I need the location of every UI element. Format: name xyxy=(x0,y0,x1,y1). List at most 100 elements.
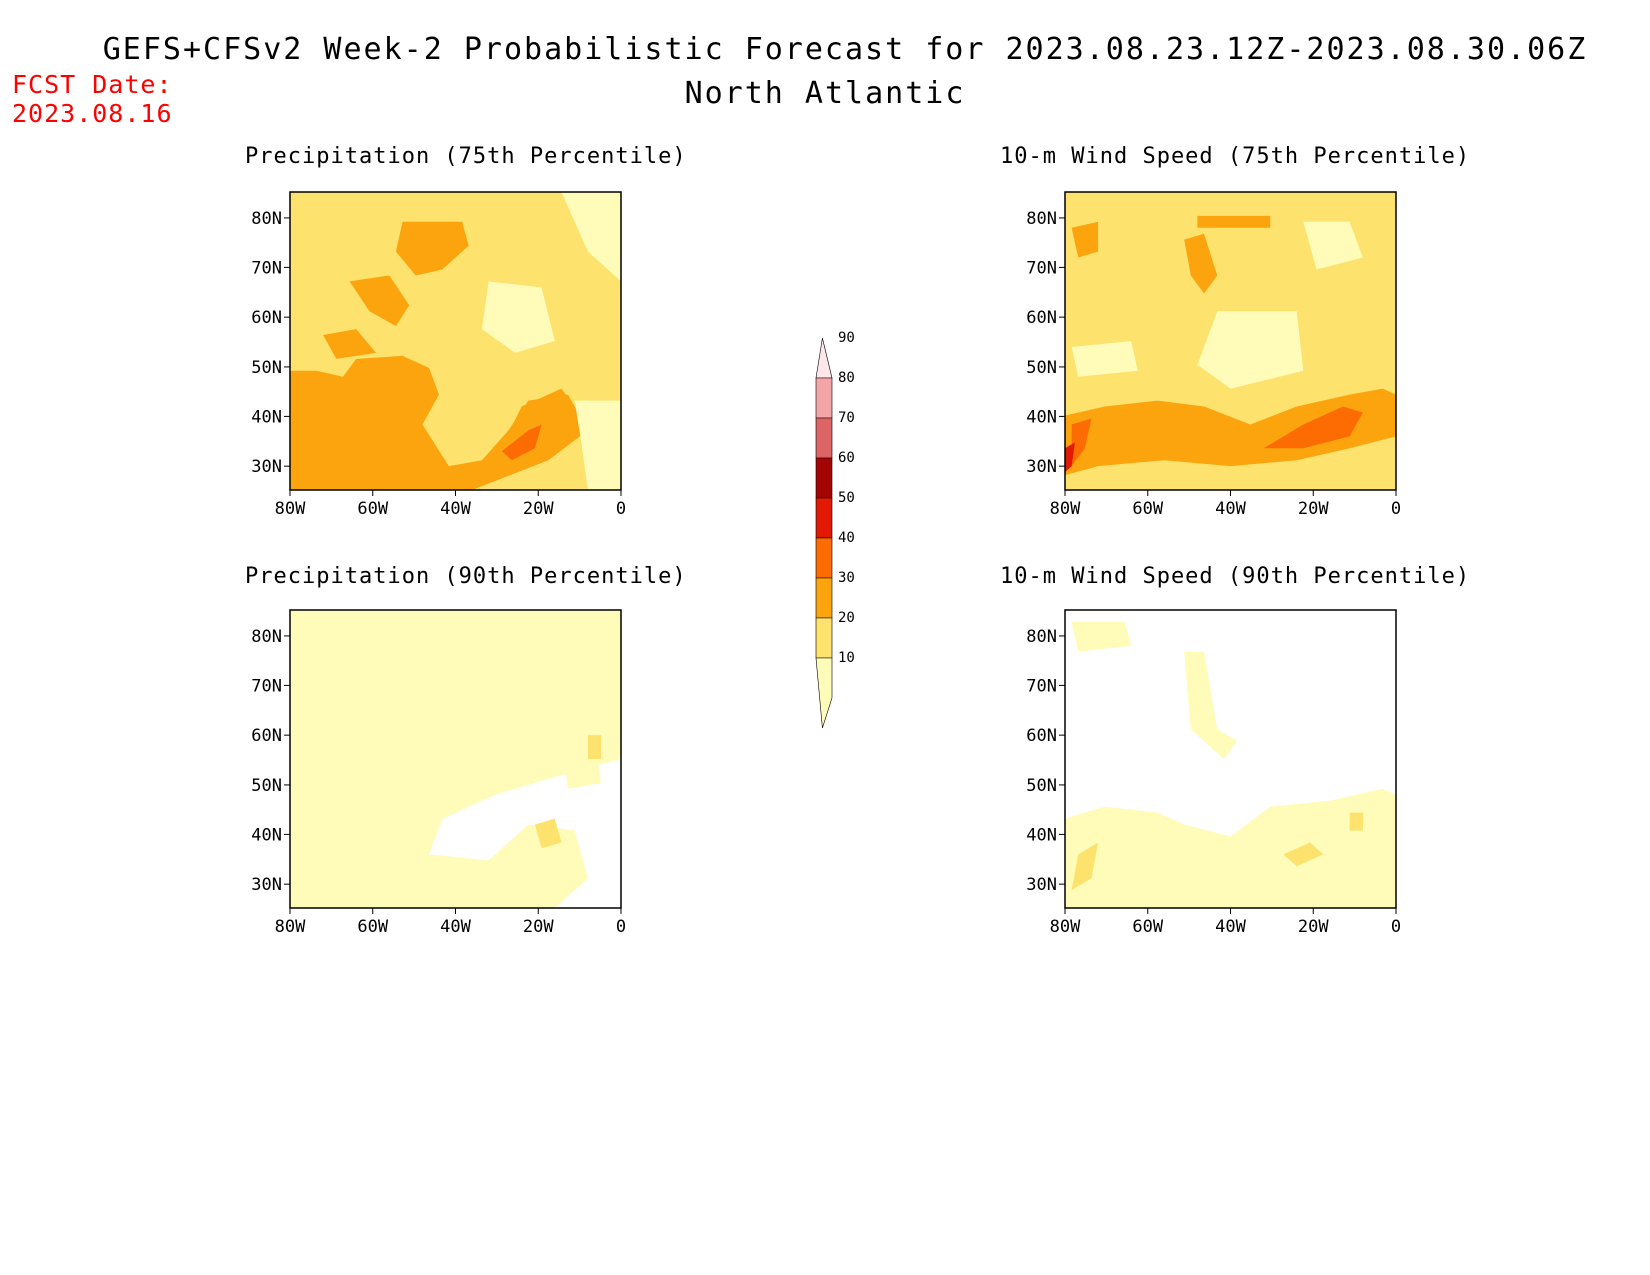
probability-contour xyxy=(574,400,621,490)
colorbar-swatch xyxy=(815,337,833,379)
coastline xyxy=(1065,753,1171,866)
lon-label: 0 xyxy=(1391,917,1401,937)
colorbar-swatch xyxy=(815,377,833,419)
map-panel-wind90: 80N 70N 60N 50N 40N 30N 80W 60W 40W 20W 0 xyxy=(1026,609,1401,937)
coastline xyxy=(555,383,621,490)
lon-label: 40W xyxy=(440,499,471,519)
probability-contour xyxy=(1197,311,1304,389)
main-title: GEFS+CFSv2 Week-2 Probabilistic Forecast… xyxy=(102,32,1588,67)
colorbar-level-label: 40 xyxy=(838,530,855,546)
panel-title-precip90: Precipitation (90th Percentile) xyxy=(245,564,687,589)
panel-title-precip75: Precipitation (75th Percentile) xyxy=(245,144,687,169)
probability-contour xyxy=(1303,221,1363,270)
lat-label: 60N xyxy=(251,308,282,328)
probability-contour xyxy=(1065,388,1396,476)
region-subtitle: North Atlantic xyxy=(684,76,966,111)
probability-contour xyxy=(1065,788,1396,908)
probability-contour xyxy=(1071,418,1092,467)
lat-label: 50N xyxy=(251,776,282,796)
lon-label: 40W xyxy=(1215,499,1246,519)
lat-label: 80N xyxy=(251,209,282,229)
map-panel-precip75: 80N 70N 60N 50N 40N 30N 80W 60W 40W 20W 0 xyxy=(251,191,626,519)
colorbar-swatch xyxy=(815,457,833,499)
colorbar-level-label: 10 xyxy=(838,650,855,666)
lat-label: 40N xyxy=(251,407,282,427)
coastline xyxy=(1065,195,1343,317)
lat-label: 80N xyxy=(251,627,282,647)
colorbar-swatch xyxy=(815,577,833,619)
colorbar-swatch xyxy=(815,617,833,659)
probability-contour xyxy=(481,281,555,353)
coastline xyxy=(528,275,568,293)
probability-contour xyxy=(534,818,562,849)
lon-label: 20W xyxy=(1298,499,1329,519)
lon-label: 60W xyxy=(1132,917,1163,937)
lat-label: 70N xyxy=(1026,258,1057,278)
probability-contour xyxy=(1071,621,1132,652)
probability-contour xyxy=(349,275,410,327)
coastline xyxy=(1356,741,1389,789)
probability-contour xyxy=(1071,341,1138,377)
coastline xyxy=(1303,693,1343,711)
lon-label: 80W xyxy=(1050,499,1081,519)
lat-label: 40N xyxy=(1026,407,1057,427)
coastline xyxy=(1303,275,1343,293)
lon-label: 20W xyxy=(523,499,554,519)
colorbar-level-label: 20 xyxy=(838,610,855,626)
lon-label: 0 xyxy=(616,917,626,937)
coastline xyxy=(290,613,568,735)
coastline xyxy=(581,323,614,371)
lat-label: 70N xyxy=(251,676,282,696)
colorbar-segments xyxy=(815,337,833,729)
probability-contour xyxy=(1283,842,1324,867)
lat-label: 40N xyxy=(251,825,282,845)
colorbar-level-label: 90 xyxy=(838,330,855,346)
coastline xyxy=(290,252,356,324)
probability-contour xyxy=(1071,842,1099,891)
colorbar-level-label: 80 xyxy=(838,370,855,386)
map-panel-precip90: 80N 70N 60N 50N 40N 30N 80W 60W 40W 20W 0 xyxy=(251,609,626,937)
coastline xyxy=(555,801,621,908)
lat-label: 50N xyxy=(1026,358,1057,378)
coastline xyxy=(1065,335,1171,448)
lon-label: 20W xyxy=(523,917,554,937)
lat-label: 50N xyxy=(251,358,282,378)
map-panel-wind75: 80N 70N 60N 50N 40N 30N 80W 60W 40W 20W 0 xyxy=(1026,191,1401,519)
coastline xyxy=(1356,323,1389,371)
coastline xyxy=(1065,613,1343,735)
colorbar: 10 20 30 40 50 60 70 80 90 xyxy=(815,330,855,729)
probability-contour xyxy=(1184,651,1238,759)
coastline xyxy=(290,753,396,866)
panel-title-wind75: 10-m Wind Speed (75th Percentile) xyxy=(1000,144,1471,169)
probability-contour xyxy=(1184,233,1218,294)
probability-contour xyxy=(587,735,602,759)
lon-label: 40W xyxy=(440,917,471,937)
lon-label: 60W xyxy=(357,917,388,937)
fcst-date-value: 2023.08.16 xyxy=(12,99,173,128)
colorbar-level-label: 70 xyxy=(838,410,855,426)
coastline xyxy=(290,335,396,448)
lon-label: 40W xyxy=(1215,917,1246,937)
probability-contour xyxy=(561,192,621,282)
lat-label: 60N xyxy=(1026,308,1057,328)
coastline xyxy=(1330,383,1396,490)
lat-label: 40N xyxy=(1026,825,1057,845)
lon-label: 20W xyxy=(1298,917,1329,937)
probability-contour xyxy=(1065,442,1075,473)
coastline xyxy=(1065,252,1131,324)
lon-label: 0 xyxy=(1391,499,1401,519)
lat-label: 60N xyxy=(251,726,282,746)
lon-label: 80W xyxy=(275,917,306,937)
probability-contour xyxy=(1349,812,1363,831)
colorbar-swatch xyxy=(815,657,833,729)
fcst-date-block: FCST Date: 2023.08.16 xyxy=(12,70,173,128)
probability-contour xyxy=(1197,215,1271,228)
lon-label: 80W xyxy=(1050,917,1081,937)
lat-label: 50N xyxy=(1026,776,1057,796)
lat-label: 30N xyxy=(1026,875,1057,895)
coastline xyxy=(1330,801,1396,908)
lat-label: 60N xyxy=(1026,726,1057,746)
lon-label: 0 xyxy=(616,499,626,519)
coastline xyxy=(528,693,568,711)
